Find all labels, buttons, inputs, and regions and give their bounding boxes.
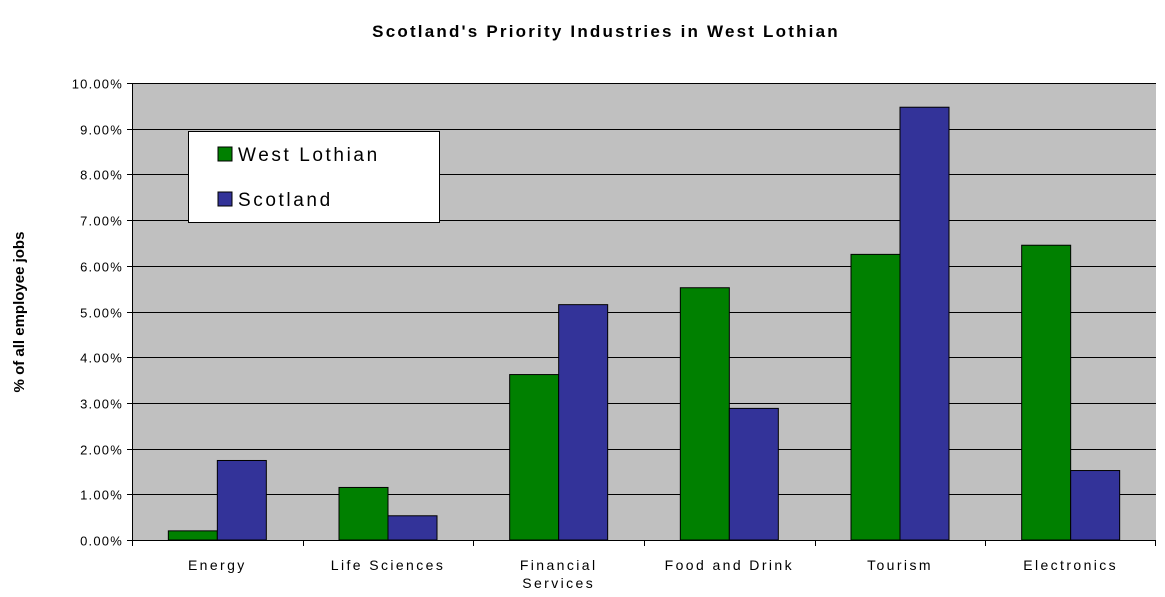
x-axis: Energy Life Sciences Financial Services Food… <box>132 540 1156 591</box>
y-axis-label: % of all employee jobs <box>11 232 28 393</box>
y-tick-label: 1.00% <box>80 488 123 503</box>
legend-swatch <box>217 191 233 207</box>
bar <box>338 486 389 541</box>
legend-swatch <box>217 146 233 162</box>
chart-title: Scotland's Priority Industries in West L… <box>372 22 840 41</box>
x-tick-label: Food and Drink <box>665 557 794 573</box>
y-tick-label: 8.00% <box>80 168 123 183</box>
legend-label: West Lothian <box>238 145 380 166</box>
bar <box>509 374 560 541</box>
bar <box>558 304 609 541</box>
y-tick-label: 4.00% <box>80 351 123 366</box>
x-tick-label: Life Sciences <box>331 557 445 573</box>
bar <box>899 106 950 541</box>
bar <box>216 459 267 541</box>
y-tick-label: 10.00% <box>72 77 123 92</box>
bar <box>1021 244 1072 541</box>
bars <box>167 106 1121 541</box>
x-tick-label-line: Financial <box>520 557 598 573</box>
x-tick-label-line: Services <box>522 575 595 591</box>
bar <box>387 515 438 541</box>
legend-label: Scotland <box>238 190 333 211</box>
y-tick-label: 2.00% <box>80 443 123 458</box>
y-tick-label: 6.00% <box>80 260 123 275</box>
x-tick-label: Financial Services <box>520 557 598 591</box>
y-tick-label: 9.00% <box>80 123 123 138</box>
y-tick-label: 5.00% <box>80 306 123 321</box>
x-tick-label: Energy <box>188 557 247 573</box>
bar <box>167 530 218 541</box>
y-axis: 0.00% 1.00% 2.00% 3.00% 4.00% 5.00% 6.00% 7.00%… <box>72 77 133 549</box>
bar <box>728 407 779 541</box>
x-tick-label: Electronics <box>1023 557 1118 573</box>
y-tick-label: 7.00% <box>80 214 123 229</box>
y-tick-label: 0.00% <box>80 534 123 549</box>
x-tick-label: Tourism <box>867 557 933 573</box>
bar <box>679 287 730 541</box>
bar <box>1070 470 1121 541</box>
y-tick-label: 3.00% <box>80 397 123 412</box>
legend: West Lothian Scotland <box>188 131 440 223</box>
bar <box>850 253 901 541</box>
